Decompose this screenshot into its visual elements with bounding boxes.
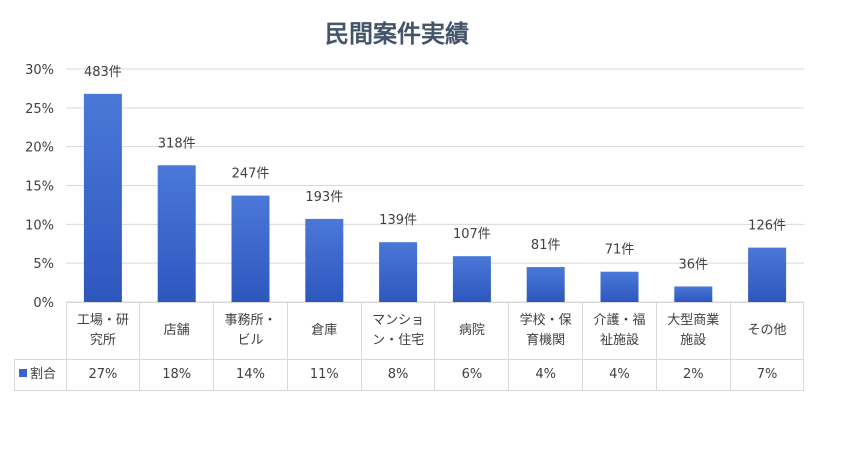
category-label: 大型商業施設 — [655, 302, 731, 360]
data-label: 126件 — [748, 219, 786, 234]
y-tick-label: 5% — [33, 257, 54, 272]
bar — [526, 267, 565, 302]
table-value: 11% — [286, 359, 362, 391]
category-row: 工場・研究所 店舗 事務所・ビル 倉庫 マンション・住宅 病院 学校・保育機関 介護・福祉施設… — [14, 302, 805, 360]
category-text: 倉庫 — [311, 323, 338, 338]
data-label: 318件 — [158, 136, 196, 151]
table-value: 8% — [360, 359, 436, 391]
category-text: その他 — [747, 323, 787, 338]
data-label: 193件 — [305, 190, 343, 205]
data-label: 139件 — [379, 213, 417, 228]
table-value: 4% — [508, 359, 584, 391]
category-label: 事務所・ビル — [213, 302, 288, 360]
bar — [305, 218, 344, 302]
bar — [379, 242, 418, 302]
table-value: 18% — [139, 359, 215, 391]
table-value: 27% — [65, 359, 141, 391]
data-label: 81件 — [531, 238, 561, 253]
bar — [748, 247, 787, 302]
table-value: 4% — [582, 359, 657, 391]
y-tick-label: 30% — [25, 63, 54, 78]
y-tick-label: 10% — [25, 218, 54, 233]
category-label: 店舗 — [139, 302, 215, 360]
category-label: 倉庫 — [286, 302, 362, 360]
table-corner — [14, 302, 67, 360]
category-label: 病院 — [434, 302, 510, 360]
category-text: 事務所・ビル — [224, 313, 277, 348]
category-text: 介護・福祉施設 — [593, 313, 646, 348]
category-label: 介護・福祉施設 — [582, 302, 657, 360]
y-tick-label: 15% — [25, 180, 54, 195]
category-text: 病院 — [458, 323, 485, 338]
bar — [452, 256, 491, 302]
data-label: 483件 — [84, 65, 122, 80]
data-label: 71件 — [605, 243, 635, 258]
category-text: 店舗 — [163, 323, 190, 338]
table-value: 6% — [434, 359, 510, 391]
series-name: 割合 — [30, 367, 57, 382]
y-tick-label: 25% — [25, 102, 54, 117]
data-labels: 483件 318件 247件 193件 139件 107件 81件 71件 36件 126件 — [84, 65, 786, 273]
table-value: 14% — [213, 359, 288, 391]
value-row: 割合 27% 18% 14% 11% 8% 6% 4% 4% 2% 7% — [14, 359, 805, 391]
bar — [83, 93, 122, 302]
table-value: 7% — [729, 359, 805, 391]
data-label: 247件 — [232, 167, 270, 182]
category-text: マンション・住宅 — [372, 313, 425, 348]
bar — [600, 271, 639, 302]
data-label: 107件 — [453, 227, 491, 242]
data-label: 36件 — [679, 257, 709, 272]
bars — [83, 93, 787, 302]
category-label: 学校・保育機関 — [508, 302, 584, 360]
bar — [157, 165, 196, 302]
category-label: マンション・住宅 — [360, 302, 436, 360]
y-tick-label: 20% — [25, 141, 54, 156]
series-name-cell: 割合 — [14, 359, 67, 391]
data-table: 工場・研究所 店舗 事務所・ビル 倉庫 マンション・住宅 病院 学校・保育機関 介護・福祉施設… — [14, 302, 805, 391]
legend-key — [19, 369, 27, 377]
category-text: 大型商業施設 — [667, 313, 720, 348]
category-text: 学校・保育機関 — [519, 313, 572, 348]
y-axis: 0%5%10%15%20%25%30% — [25, 63, 54, 311]
table-value: 2% — [655, 359, 731, 391]
category-text: 工場・研究所 — [76, 313, 129, 348]
bar — [674, 286, 713, 302]
category-label: 工場・研究所 — [65, 302, 141, 360]
bar — [231, 195, 270, 302]
chart-title: 民間案件実績 — [325, 20, 469, 48]
category-label: その他 — [729, 302, 805, 360]
